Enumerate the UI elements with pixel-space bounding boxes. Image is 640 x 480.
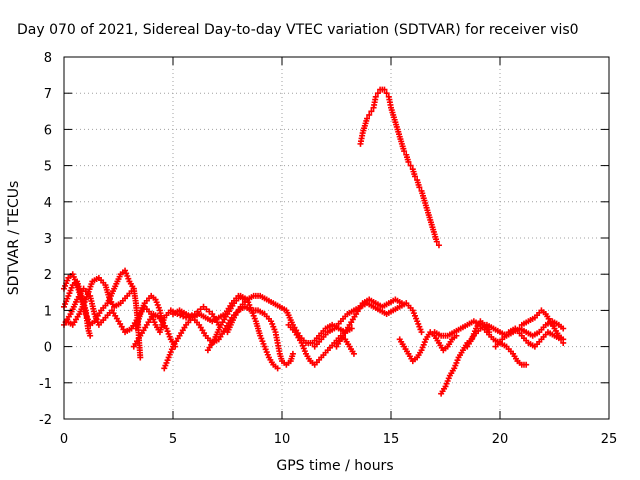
chart-title: Day 070 of 2021, Sidereal Day-to-day VTE… — [17, 22, 579, 38]
y-axis-label: SDTVAR / TECUs — [6, 181, 22, 296]
series-sat-i — [204, 292, 281, 372]
series-sat-d — [61, 285, 166, 336]
data-point — [130, 285, 137, 292]
data-point — [137, 354, 144, 361]
series-sat-k — [285, 321, 357, 368]
series-sat-m — [333, 296, 405, 350]
data-point — [374, 90, 381, 97]
data-point — [350, 350, 357, 357]
y-tick-label: -2 — [39, 413, 52, 428]
y-tick-label: 2 — [44, 268, 52, 283]
data-point — [274, 365, 281, 372]
data-point — [289, 350, 296, 357]
data-point — [401, 148, 408, 155]
y-tick-label: 3 — [44, 232, 52, 247]
data-point — [433, 238, 440, 245]
y-tick-label: 1 — [44, 304, 52, 319]
x-tick-label: 20 — [492, 432, 509, 447]
series-sat-j — [224, 292, 355, 346]
series-sat-h — [170, 303, 296, 368]
data-point — [372, 93, 379, 100]
data-point — [368, 108, 375, 115]
y-tick-label: 6 — [44, 123, 52, 138]
data-point — [416, 184, 423, 191]
data-point — [411, 173, 418, 180]
data-point — [407, 162, 414, 169]
data-point — [398, 300, 405, 307]
data-point — [523, 361, 530, 368]
series-sat-l — [311, 300, 425, 350]
data-point — [405, 158, 412, 165]
data-point — [381, 86, 388, 93]
y-tick-label: 0 — [44, 341, 52, 356]
data-point — [366, 111, 373, 118]
data-point — [348, 325, 355, 332]
y-tick-label: -1 — [39, 377, 52, 392]
y-tick-label: 8 — [44, 51, 52, 66]
data-point — [560, 325, 567, 332]
data-point — [435, 242, 442, 249]
data-point — [560, 336, 567, 343]
data-point — [418, 329, 425, 336]
axis-ticks: -2 -1 0 1 2 3 4 5 6 7 8 0 5 10 15 20 25 — [39, 51, 617, 447]
series-sat-n — [357, 86, 442, 249]
data-point — [383, 90, 390, 97]
x-tick-label: 0 — [60, 432, 68, 447]
x-tick-label: 5 — [169, 432, 177, 447]
x-axis-label: GPS time / hours — [276, 458, 393, 474]
data-point — [364, 115, 371, 122]
y-tick-label: 7 — [44, 87, 52, 102]
x-tick-label: 15 — [383, 432, 400, 447]
y-tick-label: 5 — [44, 160, 52, 175]
series-sat-t — [518, 307, 567, 343]
x-tick-label: 10 — [274, 432, 291, 447]
plot-series — [61, 86, 567, 397]
data-point — [87, 332, 94, 339]
x-tick-label: 25 — [601, 432, 618, 447]
y-tick-label: 4 — [44, 196, 52, 211]
